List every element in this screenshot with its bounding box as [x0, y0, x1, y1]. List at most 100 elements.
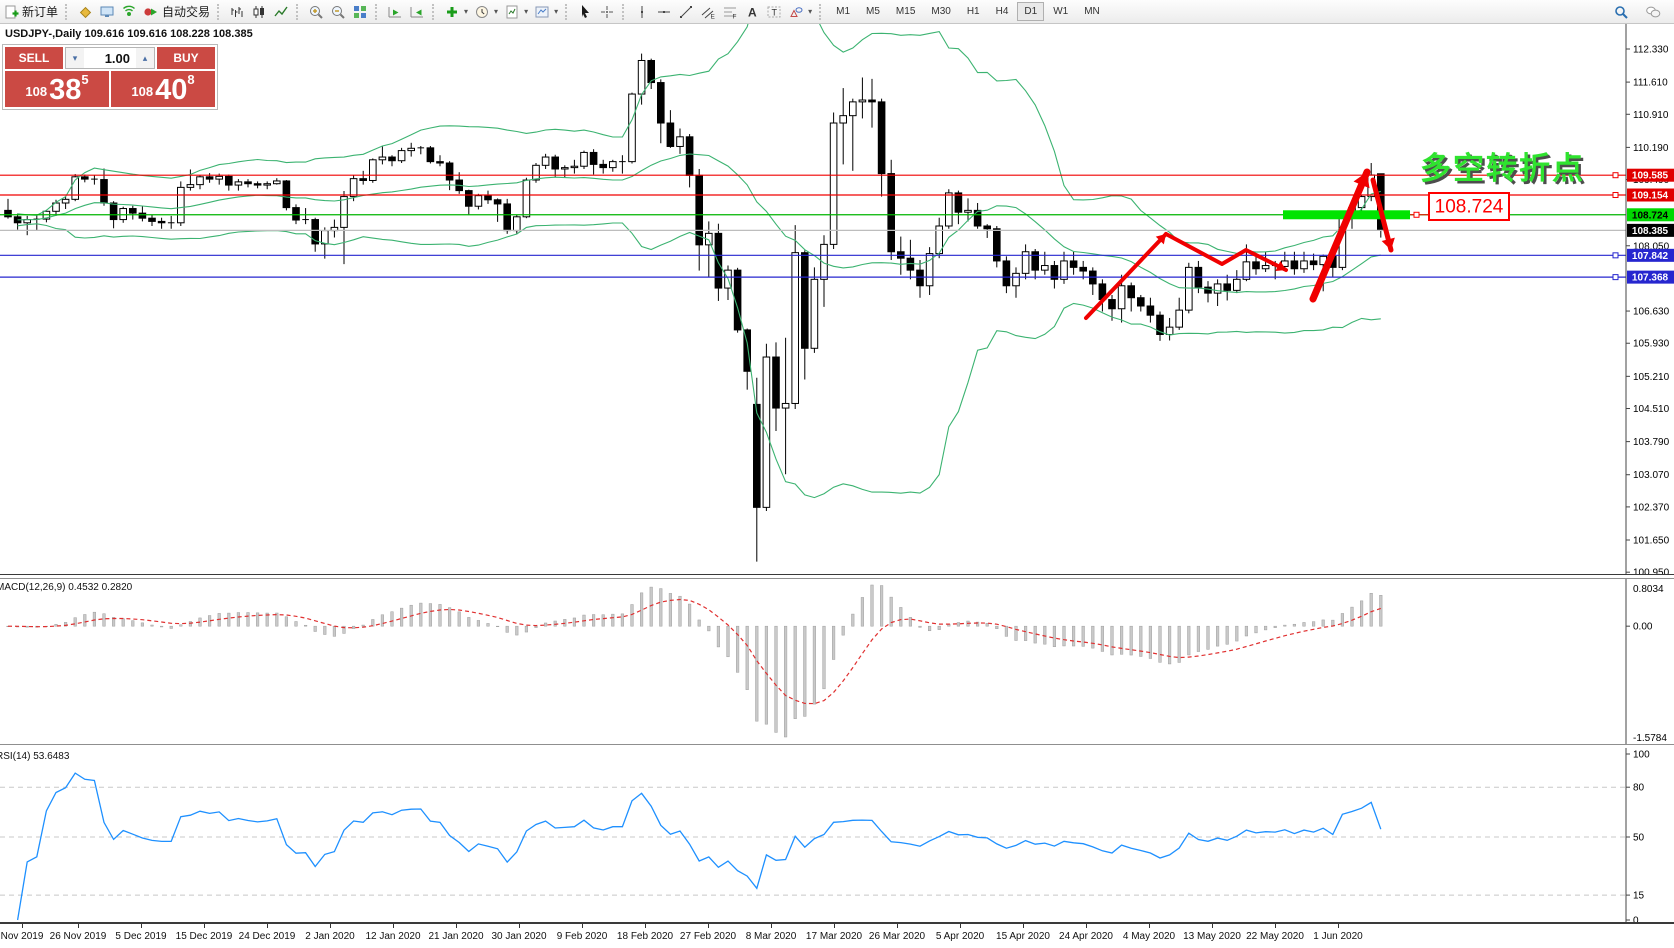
price-chart-canvas[interactable]: 112.330111.610110.910110.190109.490108.0… [0, 24, 1674, 574]
macd-histogram [6, 584, 1383, 738]
volume-stepper[interactable]: ▾ 1.00 ▴ [65, 47, 155, 69]
chart-title: USDJPY-,Daily 109.616 109.616 108.228 10… [5, 28, 253, 40]
profiles-dropdown[interactable]: ▾ [531, 2, 561, 22]
time-label: 13 May 2020 [1183, 931, 1241, 942]
text-button[interactable]: A [741, 2, 763, 22]
crosshair-icon [599, 4, 615, 20]
vline-icon [634, 4, 650, 20]
buy-button[interactable]: BUY [157, 47, 215, 69]
svg-text:107.842: 107.842 [1632, 251, 1669, 262]
charts-window-button[interactable] [96, 2, 118, 22]
macd-canvas[interactable]: 0.8034 0.00 -1.5784 [0, 579, 1674, 744]
auto-scroll-button[interactable] [384, 2, 406, 22]
time-tick [582, 924, 583, 928]
toolbar-right [1610, 2, 1674, 22]
search-button[interactable] [1610, 2, 1632, 22]
y-tick-label: 104.510 [1633, 404, 1670, 415]
wifi-icon [121, 4, 137, 20]
toolbar-group [305, 2, 371, 22]
zoom-out-button[interactable] [327, 2, 349, 22]
signals-button[interactable] [118, 2, 140, 22]
rsi-panel: 100 80 50 15 0 RSI(14) 53.6483 [0, 748, 1674, 923]
time-label: 21 Jan 2020 [428, 931, 484, 942]
trendline-button[interactable] [675, 2, 697, 22]
timeframe-m30[interactable]: M30 [931, 6, 951, 17]
shapes-dropdown[interactable]: ▾ [785, 2, 815, 22]
new-order-button[interactable]: 新订单 [0, 1, 61, 22]
rsi-canvas[interactable]: 100 80 50 15 0 [0, 748, 1674, 922]
timeframe-mn[interactable]: MN [1084, 6, 1100, 17]
text-label-button[interactable]: T [763, 2, 785, 22]
timeframe-h1[interactable]: H1 [966, 6, 980, 17]
y-tick-label: 108.050 [1633, 241, 1670, 252]
price-badge [1627, 223, 1674, 237]
macd-signal-line [7, 598, 1381, 705]
horizontal-line-button[interactable] [653, 2, 675, 22]
timeframe-d1[interactable]: D1 [1017, 2, 1045, 21]
y-tick-label: 112.330 [1633, 45, 1669, 56]
volume-increase-button[interactable]: ▴ [136, 48, 154, 68]
rsi-label: RSI(14) 53.6483 [0, 751, 70, 762]
timeframe-m5[interactable]: M5 [866, 6, 880, 17]
tile-icon [352, 4, 368, 20]
zoom-in-icon [308, 4, 324, 20]
bar-chart-button[interactable] [226, 2, 248, 22]
time-tick [1338, 924, 1339, 928]
periods-dropdown[interactable]: ▾ [471, 2, 501, 22]
volume-decrease-button[interactable]: ▾ [66, 48, 84, 68]
time-tick [1023, 924, 1024, 928]
svg-text:107.368: 107.368 [1632, 273, 1669, 284]
toolbar-grip [565, 3, 571, 20]
macd-axis: 0.8034 0.00 -1.5784 [1625, 579, 1674, 744]
zoom-in-button[interactable] [305, 2, 327, 22]
timeframe-m15[interactable]: M15 [895, 6, 916, 17]
time-tick [22, 924, 23, 928]
templates-dropdown[interactable]: ▾ [501, 2, 531, 22]
sell-price[interactable]: 108 38 5 [5, 71, 109, 107]
candlestick-chart-button[interactable] [248, 2, 270, 22]
y-tick-label: 106.630 [1633, 307, 1670, 318]
new-chart-dropdown[interactable]: ▾ [441, 2, 471, 22]
time-tick [204, 924, 205, 928]
clock-icon [474, 4, 490, 20]
fibonacci-button[interactable]: F [719, 2, 741, 22]
time-tick [834, 924, 835, 928]
equidistant-channel-button[interactable]: E [697, 2, 719, 22]
tile-windows-button[interactable] [349, 2, 371, 22]
time-tick [456, 924, 457, 928]
toolbar-grip [432, 3, 438, 20]
price-badge [1627, 270, 1674, 284]
toolbar-grip [375, 3, 381, 20]
vertical-line-button[interactable] [631, 2, 653, 22]
buy-price[interactable]: 108 40 8 [111, 71, 215, 107]
y-tick-label: 111.610 [1633, 78, 1668, 89]
autotrading-button[interactable]: 自动交易 [140, 1, 213, 22]
toolbar-grip [296, 3, 302, 20]
dropdown-arrow-icon: ▾ [524, 7, 529, 16]
time-label: 26 Nov 2019 [49, 931, 107, 942]
time-tick [960, 924, 961, 928]
line-chart-button[interactable] [270, 2, 292, 22]
timeframe-m1[interactable]: M1 [836, 6, 851, 17]
sell-button[interactable]: SELL [5, 47, 63, 69]
chat-button[interactable] [1642, 2, 1664, 22]
price-callout-box [1428, 192, 1510, 221]
volume-input[interactable]: 1.00 [104, 50, 130, 66]
time-tick [78, 924, 79, 928]
cursor-button[interactable] [574, 2, 596, 22]
time-tick [897, 924, 898, 928]
panel-separator[interactable] [0, 575, 1674, 579]
timeframe-w1[interactable]: W1 [1053, 6, 1069, 17]
time-label: 5 Apr 2020 [935, 931, 985, 942]
time-label: 24 Dec 2019 [238, 931, 296, 942]
timeframe-h4[interactable]: H4 [995, 6, 1009, 17]
chart-shift-button[interactable] [406, 2, 428, 22]
crosshair-button[interactable] [596, 2, 618, 22]
toolbar-group: ▾ ▾ ▾ ▾ [441, 2, 561, 22]
indicators-window-button[interactable] [74, 2, 96, 22]
svg-text:多空转折点: 多空转折点 [1423, 154, 1588, 189]
polyline-icon [273, 4, 289, 20]
trendline-icon [678, 4, 694, 20]
time-label: 24 Apr 2020 [1059, 931, 1113, 942]
